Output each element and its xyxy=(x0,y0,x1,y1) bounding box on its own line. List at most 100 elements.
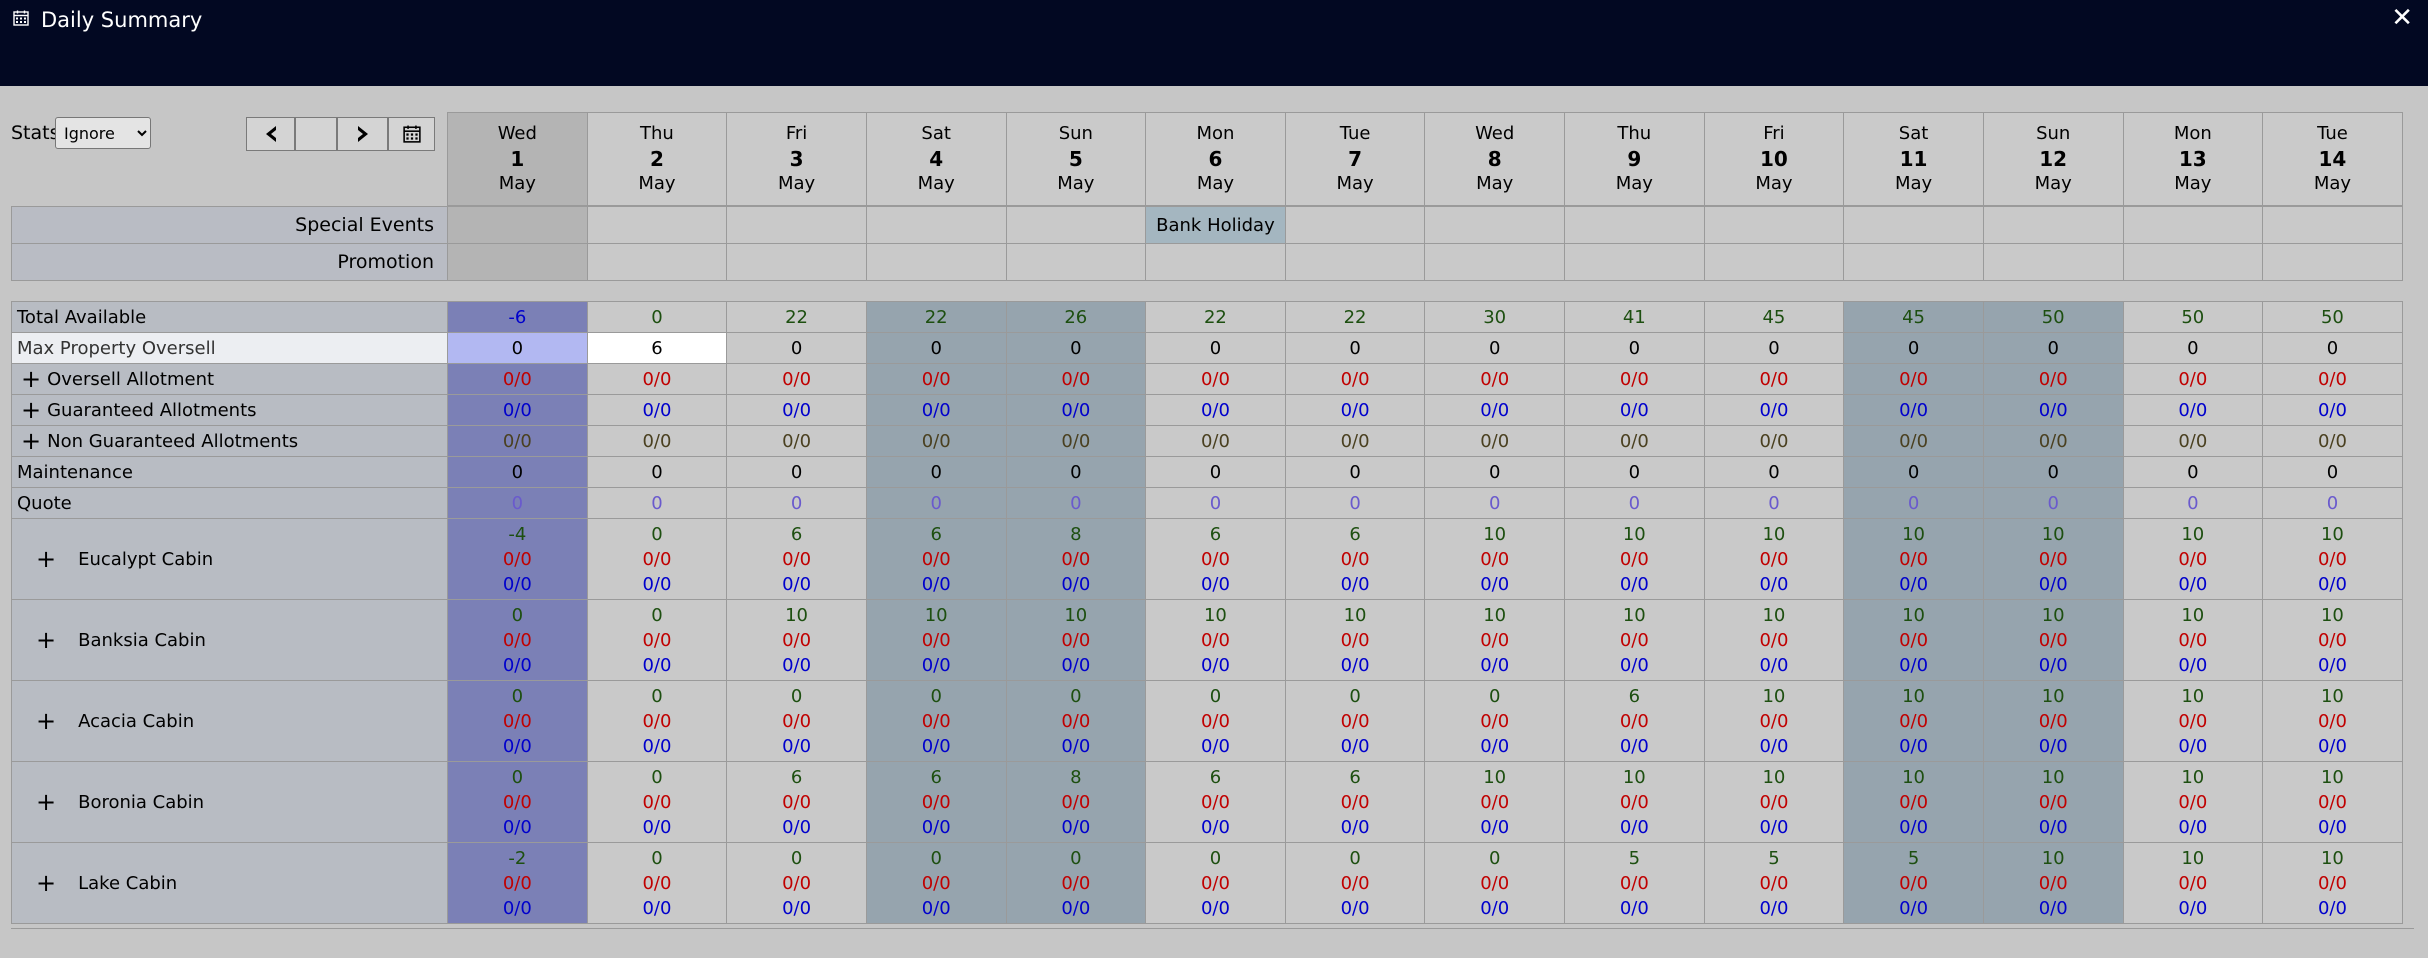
non-guaranteed-allotments-cell[interactable]: 0/0 xyxy=(2262,425,2403,457)
maintenance-cell[interactable]: 0 xyxy=(1145,456,1286,488)
expand-icon[interactable]: + xyxy=(36,545,57,573)
expand-icon[interactable]: + xyxy=(36,626,57,654)
total-available-cell[interactable]: 22 xyxy=(726,301,867,333)
expand-icon[interactable]: + xyxy=(21,427,42,455)
room-type-cell[interactable]: 10 0/0 0/0 xyxy=(1703,599,1845,681)
room-type-cell[interactable]: 10 0/0 0/0 xyxy=(2262,599,2403,681)
special-event-cell[interactable] xyxy=(447,206,588,244)
special-event-cell[interactable] xyxy=(1843,206,1984,244)
room-type-cell[interactable]: 10 0/0 0/0 xyxy=(1703,518,1845,600)
promotion-cell[interactable] xyxy=(865,243,1007,281)
guaranteed-allotments-cell[interactable]: 0/0 xyxy=(1982,394,2124,426)
total-available-cell[interactable]: 50 xyxy=(1982,301,2124,333)
total-available-cell[interactable]: 22 xyxy=(865,301,1007,333)
maintenance-cell[interactable]: 0 xyxy=(1424,456,1565,488)
room-type-cell[interactable]: 0 0/0 0/0 xyxy=(586,680,728,762)
guaranteed-allotments-cell[interactable]: 0/0 xyxy=(586,394,728,426)
quote-cell[interactable]: 0 xyxy=(1284,487,1426,519)
promotion-cell[interactable] xyxy=(447,243,588,281)
date-header-cell[interactable]: Mon 13 May xyxy=(2122,112,2264,206)
maintenance-cell[interactable]: 0 xyxy=(1284,456,1426,488)
room-type-cell[interactable]: 8 0/0 0/0 xyxy=(1005,761,1147,843)
room-type-cell[interactable]: 10 0/0 0/0 xyxy=(1284,599,1426,681)
room-type-cell[interactable]: 10 0/0 0/0 xyxy=(1564,599,1705,681)
date-header-cell[interactable]: Sun 12 May xyxy=(1982,112,2124,206)
total-available-cell[interactable]: 30 xyxy=(1424,301,1565,333)
room-type-label[interactable]: + Banksia Cabin xyxy=(11,599,448,681)
max-property-oversell-cell[interactable]: 0 xyxy=(1005,332,1147,364)
date-header-cell[interactable]: Wed 1 May xyxy=(447,112,588,206)
oversell-allotment-cell[interactable]: 0/0 xyxy=(1424,363,1565,395)
date-header-cell[interactable]: Thu 2 May xyxy=(586,112,728,206)
maintenance-cell[interactable]: 0 xyxy=(726,456,867,488)
date-header-cell[interactable]: Fri 3 May xyxy=(726,112,867,206)
max-property-oversell-cell[interactable]: 0 xyxy=(726,332,867,364)
oversell-allotment-cell[interactable]: 0/0 xyxy=(1982,363,2124,395)
maintenance-cell[interactable]: 0 xyxy=(1005,456,1147,488)
oversell-allotment-label[interactable]: + Oversell Allotment xyxy=(11,363,448,395)
promotion-cell[interactable] xyxy=(1145,243,1286,281)
room-type-cell[interactable]: 5 0/0 0/0 xyxy=(1843,842,1984,924)
special-event-cell[interactable] xyxy=(1703,206,1845,244)
maintenance-cell[interactable]: 0 xyxy=(586,456,728,488)
total-available-cell[interactable]: 50 xyxy=(2122,301,2264,333)
today-button[interactable] xyxy=(295,117,337,151)
room-type-cell[interactable]: 10 0/0 0/0 xyxy=(2262,680,2403,762)
room-type-cell[interactable]: 6 0/0 0/0 xyxy=(1564,680,1705,762)
room-type-cell[interactable]: 6 0/0 0/0 xyxy=(1145,518,1286,600)
room-type-cell[interactable]: -2 0/0 0/0 xyxy=(447,842,588,924)
room-type-cell[interactable]: 0 0/0 0/0 xyxy=(726,680,867,762)
oversell-allotment-cell[interactable]: 0/0 xyxy=(1703,363,1845,395)
guaranteed-allotments-cell[interactable]: 0/0 xyxy=(2262,394,2403,426)
guaranteed-allotments-label[interactable]: + Guaranteed Allotments xyxy=(11,394,448,426)
quote-cell[interactable]: 0 xyxy=(1424,487,1565,519)
date-header-cell[interactable]: Fri 10 May xyxy=(1703,112,1845,206)
room-type-cell[interactable]: 10 0/0 0/0 xyxy=(1982,518,2124,600)
room-type-cell[interactable]: 10 0/0 0/0 xyxy=(1982,761,2124,843)
max-property-oversell-cell[interactable]: 0 xyxy=(1424,332,1565,364)
special-event-cell[interactable] xyxy=(2262,206,2403,244)
oversell-allotment-cell[interactable]: 0/0 xyxy=(1145,363,1286,395)
expand-icon[interactable]: + xyxy=(21,365,42,393)
room-type-cell[interactable]: 0 0/0 0/0 xyxy=(1145,680,1286,762)
room-type-cell[interactable]: 0 0/0 0/0 xyxy=(1145,842,1286,924)
non-guaranteed-allotments-cell[interactable]: 0/0 xyxy=(1703,425,1845,457)
special-event-cell[interactable] xyxy=(586,206,728,244)
date-header-cell[interactable]: Sat 11 May xyxy=(1843,112,1984,206)
room-type-cell[interactable]: 6 0/0 0/0 xyxy=(865,518,1007,600)
room-type-cell[interactable]: 10 0/0 0/0 xyxy=(2262,761,2403,843)
room-type-cell[interactable]: 10 0/0 0/0 xyxy=(1843,761,1984,843)
total-available-cell[interactable]: 50 xyxy=(2262,301,2403,333)
room-type-cell[interactable]: 10 0/0 0/0 xyxy=(1703,680,1845,762)
room-type-cell[interactable]: 0 0/0 0/0 xyxy=(586,761,728,843)
next-button[interactable] xyxy=(337,117,388,151)
total-available-cell[interactable]: 22 xyxy=(1145,301,1286,333)
room-type-cell[interactable]: 10 0/0 0/0 xyxy=(1005,599,1147,681)
maintenance-cell[interactable]: 0 xyxy=(1703,456,1845,488)
date-header-cell[interactable]: Tue 14 May xyxy=(2262,112,2403,206)
room-type-cell[interactable]: 10 0/0 0/0 xyxy=(1703,761,1845,843)
quote-cell[interactable]: 0 xyxy=(1564,487,1705,519)
maintenance-cell[interactable]: 0 xyxy=(447,456,588,488)
special-event-cell[interactable] xyxy=(1982,206,2124,244)
oversell-allotment-cell[interactable]: 0/0 xyxy=(1284,363,1426,395)
promotion-cell[interactable] xyxy=(726,243,867,281)
max-property-oversell-cell[interactable]: 0 xyxy=(1843,332,1984,364)
non-guaranteed-allotments-cell[interactable]: 0/0 xyxy=(1145,425,1286,457)
quote-cell[interactable]: 0 xyxy=(447,487,588,519)
room-type-cell[interactable]: 10 0/0 0/0 xyxy=(2122,842,2264,924)
maintenance-cell[interactable]: 0 xyxy=(1982,456,2124,488)
promotion-cell[interactable] xyxy=(1703,243,1845,281)
room-type-label[interactable]: + Lake Cabin xyxy=(11,842,448,924)
special-event-cell[interactable] xyxy=(1005,206,1147,244)
oversell-allotment-cell[interactable]: 0/0 xyxy=(2122,363,2264,395)
promotion-cell[interactable] xyxy=(1424,243,1565,281)
date-header-cell[interactable]: Sat 4 May xyxy=(865,112,1007,206)
room-type-cell[interactable]: 6 0/0 0/0 xyxy=(726,518,867,600)
non-guaranteed-allotments-cell[interactable]: 0/0 xyxy=(586,425,728,457)
guaranteed-allotments-cell[interactable]: 0/0 xyxy=(447,394,588,426)
close-icon[interactable]: ✕ xyxy=(2391,3,2413,33)
date-header-cell[interactable]: Sun 5 May xyxy=(1005,112,1147,206)
special-event-cell[interactable] xyxy=(726,206,867,244)
room-type-cell[interactable]: 0 0/0 0/0 xyxy=(1284,680,1426,762)
